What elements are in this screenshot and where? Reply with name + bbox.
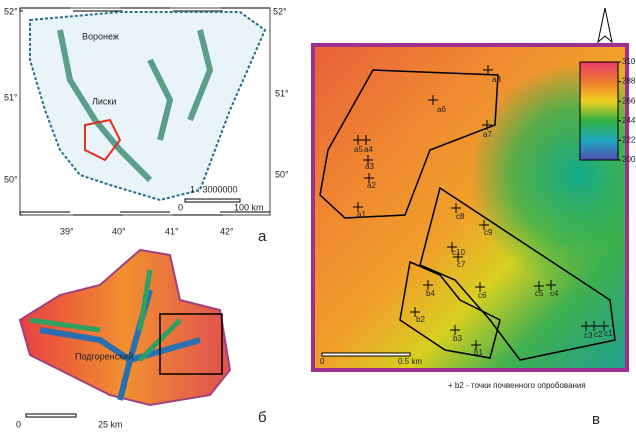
sample-label: c2 [594, 330, 603, 339]
scale-label: 0 [16, 419, 21, 429]
lat-label: 51° [4, 92, 18, 102]
lat-label: 50° [4, 174, 18, 184]
colorbar-tick-label: 288 [622, 77, 636, 86]
sample-label: c1 [604, 329, 613, 338]
panel-a: 52° 52° 51° 51° 50° 50° Воронеж Лиски 1 … [4, 6, 289, 245]
panel-letter: а [258, 228, 267, 245]
study-area-box [159, 313, 223, 375]
lat-label: 51° [275, 88, 289, 98]
sample-point [479, 220, 489, 230]
scale-label: 0 [320, 357, 325, 366]
sample-point [450, 325, 460, 335]
lon-label: 42° [220, 226, 234, 236]
sample-label: c4 [550, 289, 559, 298]
district-label: Подгоренский [75, 351, 133, 361]
sample-label: c5 [535, 289, 544, 298]
scale-ratio: 1 : 3000000 [190, 184, 238, 194]
sample-label: c3 [584, 331, 593, 340]
sample-label: a2 [367, 181, 376, 190]
lat-label: 50° [275, 169, 289, 179]
scale-label: 0.5 km [398, 357, 422, 366]
lat-label: 52° [273, 6, 287, 16]
lon-label: 40° [112, 226, 126, 236]
sample-point [483, 65, 493, 75]
lon-label: 39° [60, 226, 74, 236]
frame-ticks [19, 211, 271, 216]
colorbar-tick-label: 310 [622, 57, 636, 66]
sample-point [475, 282, 485, 292]
panel-b: Подгоренский 0 25 km б [16, 248, 267, 429]
sample-label: c6 [478, 291, 487, 300]
sample-point [364, 173, 374, 183]
panel-letter: в [592, 411, 600, 428]
panel-letter: б [258, 409, 267, 426]
city-label: Воронеж [82, 31, 119, 41]
district-relief [18, 248, 232, 407]
panel-c: 0 0.5 km + b2 - точки почвенного опробов… [311, 7, 636, 428]
colorbar-tick-label: 222 [622, 136, 636, 145]
scale-bar [25, 413, 77, 418]
colorbar [579, 61, 619, 161]
sample-point [471, 340, 481, 350]
sample-label: b1 [474, 348, 483, 357]
field-outline [319, 69, 499, 219]
field-outline [399, 260, 501, 359]
sample-point [451, 203, 461, 213]
district-outline [84, 118, 122, 162]
lat-label: 52° [4, 6, 18, 16]
sample-label: c8 [456, 212, 465, 221]
sample-point [361, 135, 371, 145]
sample-label: b2 [416, 315, 425, 324]
sample-label: c9 [484, 228, 493, 237]
north-arrow [597, 7, 613, 44]
sample-label: b3 [453, 334, 462, 343]
scale-label: 100 km [234, 202, 264, 212]
sample-label: a6 [437, 105, 446, 114]
sample-label: a8 [492, 75, 501, 84]
sample-label: a1 [357, 210, 366, 219]
sample-label: c7 [457, 260, 466, 269]
colorbar-tick-label: 244 [622, 116, 636, 125]
sample-point [410, 307, 420, 317]
sample-label: b4 [426, 289, 435, 298]
frame-ticks [19, 7, 271, 12]
city-label: Лиски [92, 96, 116, 106]
sample-label: a3 [365, 162, 374, 171]
scale-label: 25 km [98, 419, 123, 429]
sample-point [423, 280, 433, 290]
lon-label: 41° [165, 226, 179, 236]
sample-point [546, 280, 556, 290]
sample-point [599, 321, 609, 331]
rivers [57, 29, 214, 183]
sample-point [589, 321, 599, 331]
sample-point [447, 242, 457, 252]
sample-point [482, 120, 492, 130]
legend: + b2 - точки почвенного опробования [448, 381, 586, 390]
sample-label: a4 [364, 145, 373, 154]
sample-label: a7 [483, 130, 492, 139]
sample-label: c10 [452, 248, 465, 257]
colorbar-tick-label: 200 [622, 155, 636, 164]
scale-label: 0 [178, 202, 183, 212]
sample-point [534, 281, 544, 291]
sample-point [363, 155, 373, 165]
scale-bar [321, 352, 411, 357]
sample-point [453, 252, 463, 262]
field-outline [419, 186, 616, 361]
scale-bar [184, 198, 241, 203]
sample-point [353, 202, 363, 212]
sample-label: a5 [354, 145, 363, 154]
colorbar-tick-label: 266 [622, 96, 636, 105]
sample-point [428, 95, 438, 105]
